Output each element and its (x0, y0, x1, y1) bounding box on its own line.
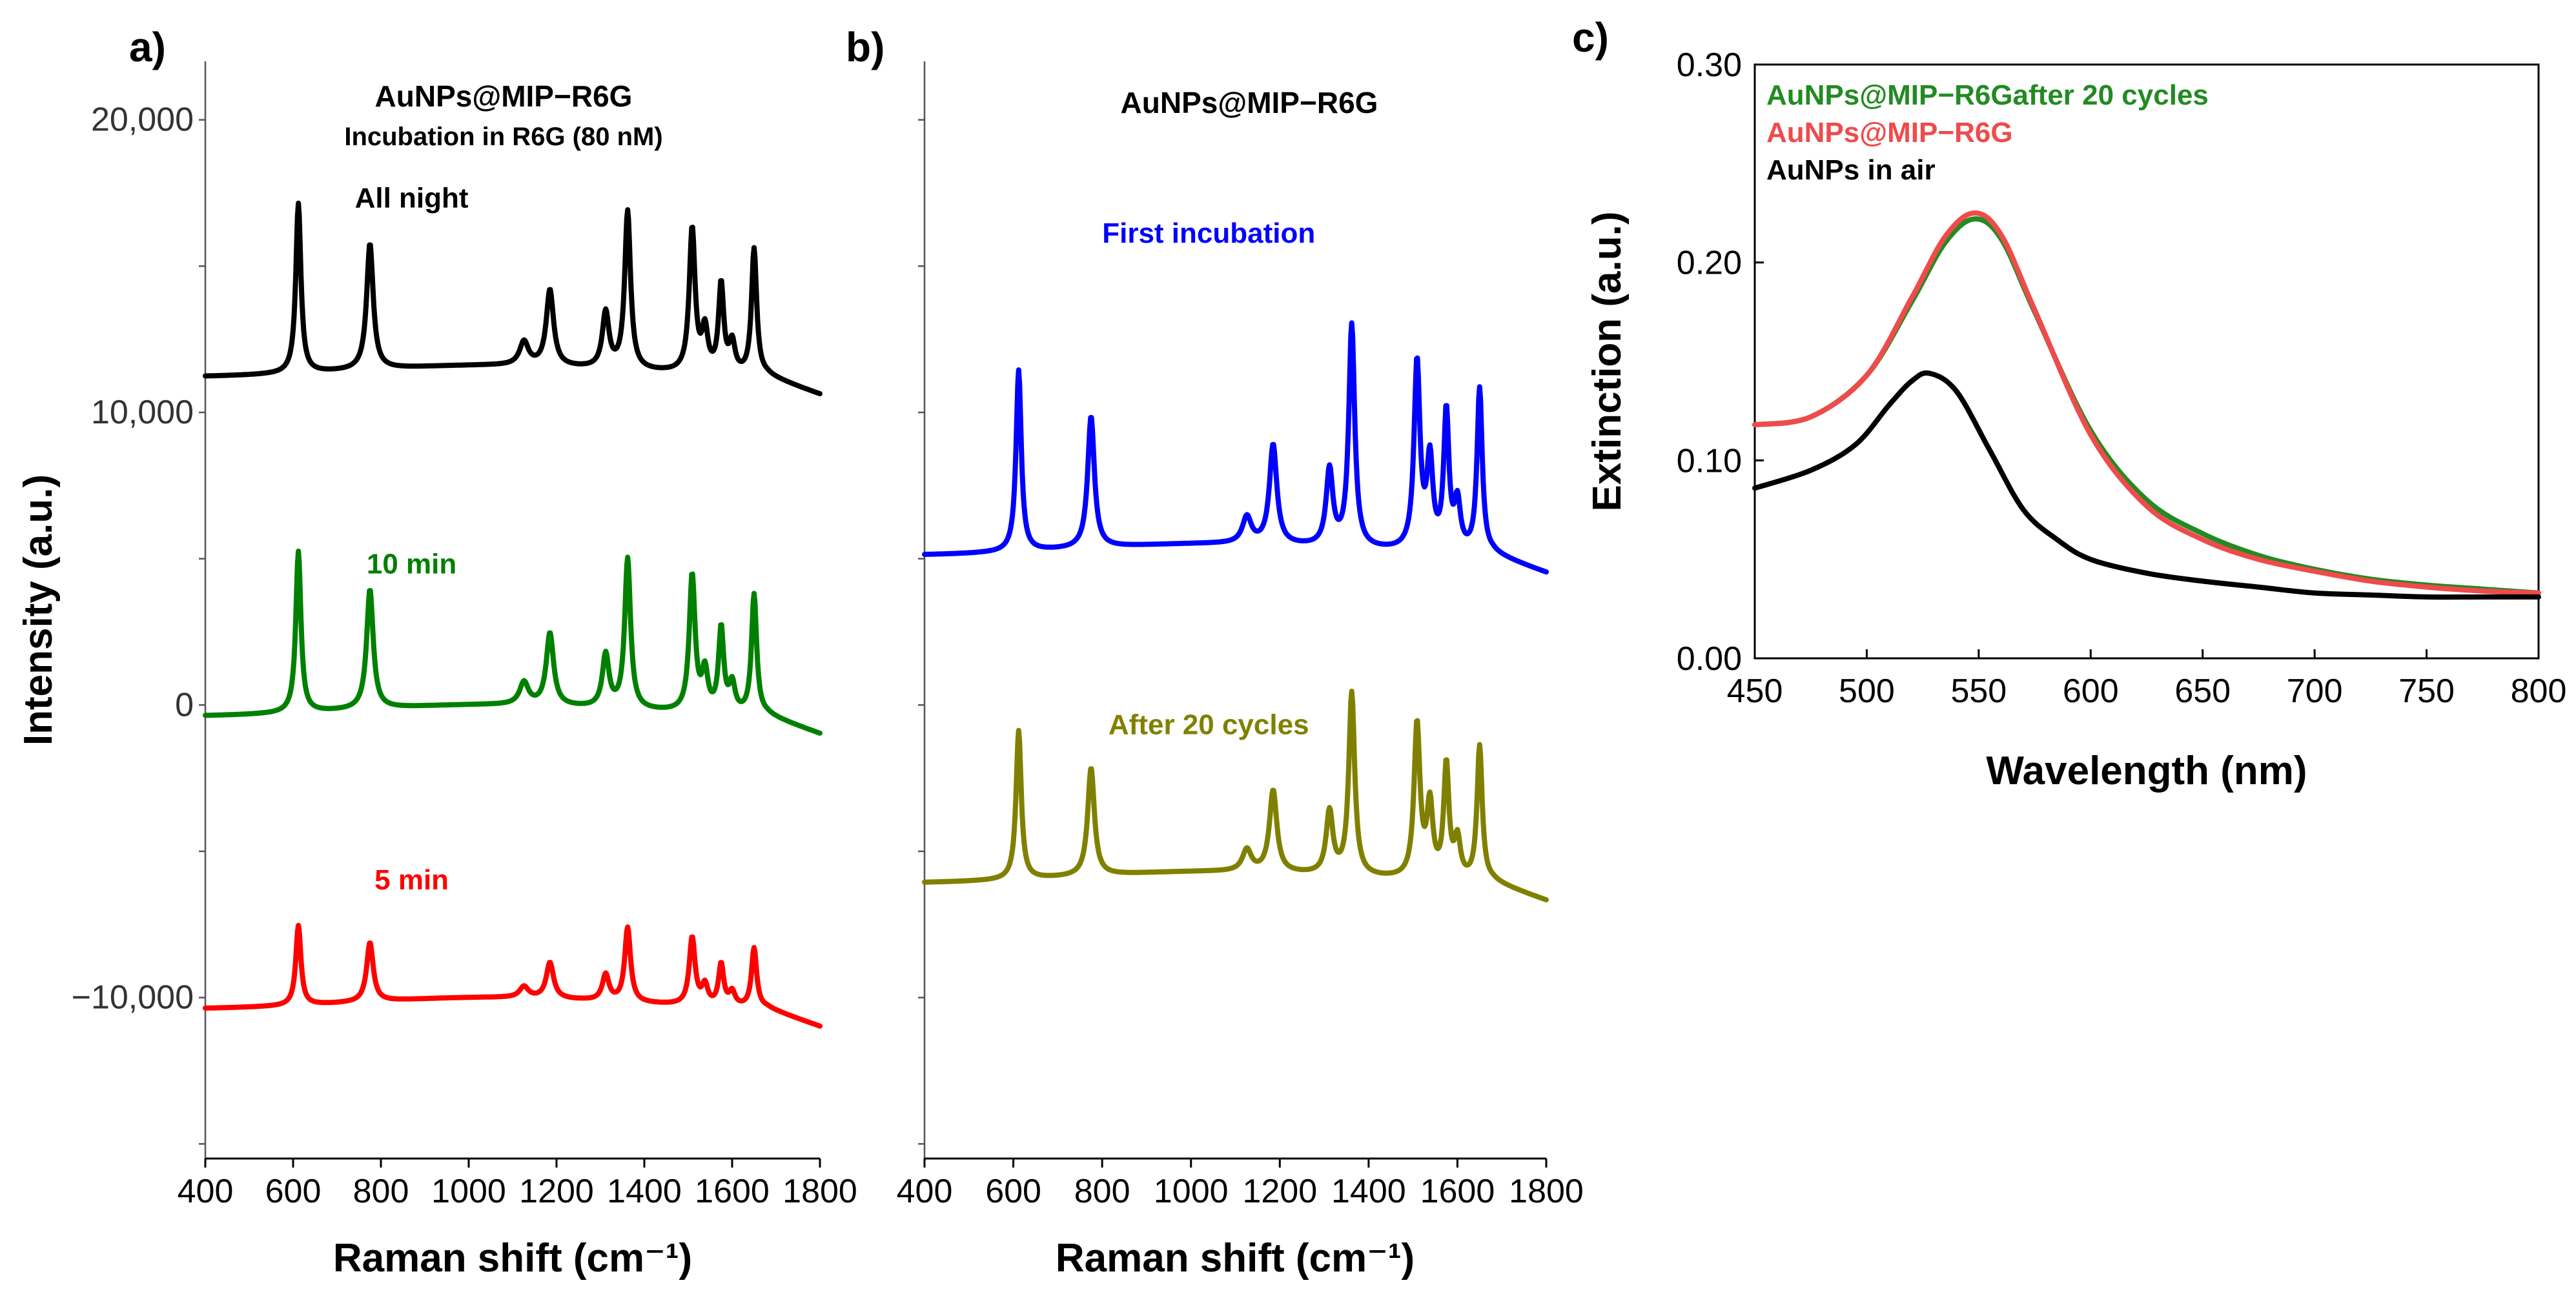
series-label: First incubation (1102, 218, 1315, 249)
y-tick-label: 10,000 (91, 394, 194, 431)
x-tick-label: 1000 (1154, 1173, 1229, 1210)
y-tick-label: 20,000 (91, 101, 194, 139)
x-tick-label: 450 (1727, 673, 1783, 710)
panel-b-x-label: Raman shift (cm⁻¹) (1056, 1236, 1415, 1281)
panel-c-x-label: Wavelength (nm) (1986, 749, 2307, 793)
x-tick-label: 1600 (695, 1173, 770, 1210)
panel-b-letter: b) (846, 24, 884, 70)
y-tick-label: 0.10 (1677, 442, 1742, 480)
x-tick-label: 1200 (519, 1173, 594, 1210)
panel-b-title: AuNPs@MIP−R6G (1121, 86, 1378, 119)
extinction-line-1 (1752, 210, 2541, 596)
x-tick-label: 750 (2398, 673, 2455, 710)
x-tick-label: 400 (178, 1173, 234, 1210)
x-tick-label: 600 (985, 1173, 1041, 1210)
x-tick-label: 1600 (1420, 1173, 1495, 1210)
panel-a-y-label: Intensity (a.u.) (16, 474, 61, 745)
x-tick-label: 700 (2287, 673, 2343, 710)
legend-entry: AuNPs in air (1766, 154, 1936, 186)
x-tick-label: 800 (353, 1173, 409, 1210)
panel-a-letter: a) (129, 24, 166, 70)
x-tick-label: 650 (2174, 673, 2231, 710)
x-tick-label: 1200 (1242, 1173, 1317, 1210)
panel-c-chart: 450 500 550 600 650 700 750 800 0.00 0.10 0.20 0.30… (1585, 46, 2566, 793)
extinction-line-2 (1752, 370, 2541, 600)
series-label: After 20 cycles (1109, 709, 1309, 741)
y-tick-label: 0 (175, 686, 194, 724)
y-tick-label: 0.20 (1677, 245, 1742, 282)
panel-a-chart: 400 600 800 1000 1200 1400 1600 1800 −10,000 0 10,… (16, 61, 857, 1281)
legend-entry: AuNPs@MIP−R6G (1766, 117, 2013, 148)
panel-c-frame (1753, 63, 2540, 660)
y-tick-label: 0.30 (1677, 46, 1742, 84)
x-tick-label: 1400 (607, 1173, 682, 1210)
extinction-line-0 (1752, 216, 2541, 596)
x-tick-label: 1800 (1509, 1173, 1584, 1210)
series-line-all-night (203, 200, 823, 396)
series-label: 5 min (374, 864, 449, 896)
x-tick-label: 550 (1950, 673, 2007, 710)
x-tick-label: 600 (2063, 673, 2119, 710)
y-tick-label: −10,000 (72, 979, 194, 1017)
panel-a-x-label: Raman shift (cm⁻¹) (333, 1236, 692, 1281)
series-line-first-incubation (922, 320, 1549, 575)
x-tick-label: 1800 (782, 1173, 857, 1210)
x-tick-label: 400 (897, 1173, 953, 1210)
x-tick-label: 1400 (1331, 1173, 1406, 1210)
panel-c-letter: c) (1572, 14, 1609, 61)
x-tick-label: 800 (2511, 673, 2567, 710)
x-tick-label: 600 (265, 1173, 322, 1210)
x-tick-label: 1000 (431, 1173, 506, 1210)
series-line-10-min (203, 548, 823, 736)
series-line-after-20-cycles (922, 689, 1549, 903)
series-label: 10 min (367, 548, 456, 580)
panel-c-y-label: Extinction (a.u.) (1585, 212, 1630, 512)
panel-a-subtitle: Incubation in R6G (80 nM) (344, 123, 662, 151)
legend-entry: AuNPs@MIP−R6Gafter 20 cycles (1766, 79, 2209, 111)
y-tick-label: 0.00 (1677, 640, 1742, 678)
series-line-5-min (203, 922, 823, 1029)
x-tick-label: 500 (1839, 673, 1895, 710)
panel-b-chart: 400 600 800 1000 1200 1400 1600 1800 First incu… (897, 61, 1584, 1281)
x-tick-label: 800 (1074, 1173, 1130, 1210)
panel-a-title: AuNPs@MIP−R6G (375, 79, 633, 113)
series-label: All night (355, 183, 469, 214)
